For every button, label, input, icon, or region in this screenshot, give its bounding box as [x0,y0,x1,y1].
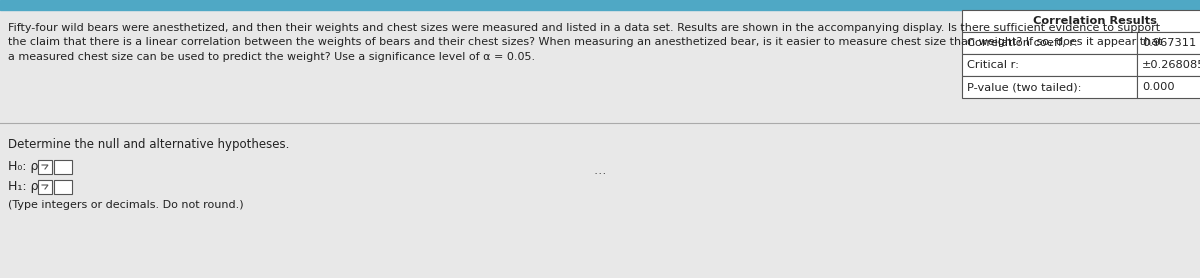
Text: P-value (two tailed):: P-value (two tailed): [967,82,1081,92]
Text: Determine the null and alternative hypotheses.: Determine the null and alternative hypot… [8,138,289,151]
Text: H₀: ρ: H₀: ρ [8,160,38,173]
Text: Fifty-four wild bears were anesthetized, and then their weights and chest sizes : Fifty-four wild bears were anesthetized,… [8,23,1163,62]
Bar [54,180,72,194]
Bar [962,32,1138,54]
Text: H₁: ρ: H₁: ρ [8,180,38,193]
Text: Critical r:: Critical r: [967,60,1019,70]
Bar [1138,76,1200,98]
Bar [962,76,1138,98]
Bar [54,160,72,174]
Bar [1138,54,1200,76]
Bar [1138,32,1200,54]
Bar [0,0,1200,10]
Text: 0.000: 0.000 [1142,82,1175,92]
Text: …: … [594,163,606,177]
Text: (Type integers or decimals. Do not round.): (Type integers or decimals. Do not round… [8,200,244,210]
Text: Correlation coeff, r:: Correlation coeff, r: [967,38,1078,48]
Bar [38,180,52,194]
Bar [962,54,1138,76]
Bar [962,10,1200,32]
Text: Correlation Results: Correlation Results [1032,16,1157,26]
Bar [38,160,52,174]
Text: ±0.2680855: ±0.2680855 [1142,60,1200,70]
Text: 0.967311: 0.967311 [1142,38,1196,48]
